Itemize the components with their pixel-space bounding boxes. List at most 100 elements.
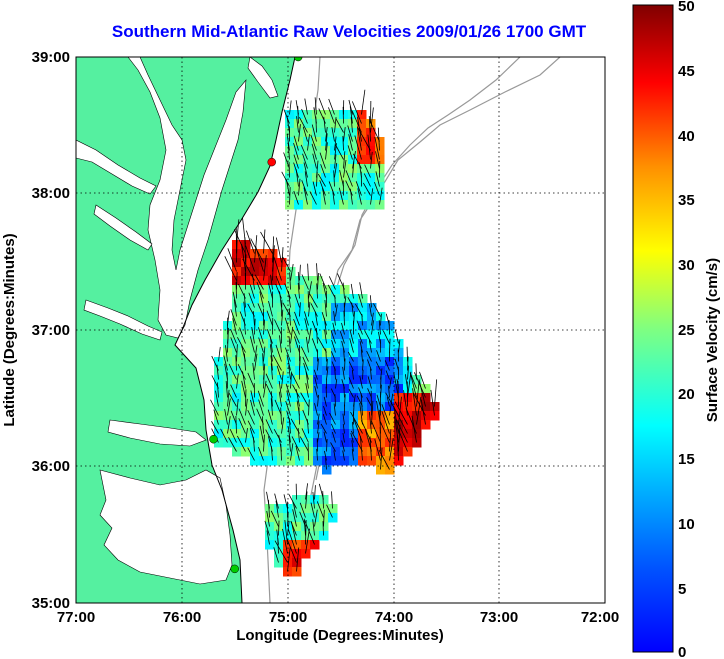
velocity-vector <box>369 436 372 461</box>
velocity-vector <box>359 341 363 353</box>
velocity-cell <box>394 429 404 439</box>
velocity-cell <box>268 303 278 313</box>
velocity-vector <box>317 337 327 353</box>
velocity-vector <box>291 372 300 389</box>
velocity-vector <box>300 392 309 407</box>
velocity-vector <box>342 413 345 425</box>
velocity-vector <box>385 370 390 380</box>
velocity-vector <box>304 520 315 545</box>
velocity-cell <box>358 303 368 313</box>
velocity-vector <box>284 317 291 335</box>
velocity-vector <box>297 428 300 443</box>
velocity-cell <box>375 182 385 192</box>
velocity-vector <box>276 365 282 380</box>
velocity-vector <box>290 264 294 281</box>
velocity-vector <box>312 153 317 169</box>
velocity-cell <box>349 375 359 385</box>
velocity-vector <box>348 361 354 371</box>
velocity-vector <box>232 291 237 308</box>
velocity-vector <box>370 188 374 205</box>
velocity-cell <box>286 276 296 286</box>
velocity-cell <box>310 540 320 550</box>
velocity-cell <box>277 285 287 295</box>
velocity-vector <box>259 425 264 443</box>
velocity-cell <box>283 522 293 532</box>
velocity-vector <box>262 353 264 371</box>
velocity-cell <box>340 366 350 376</box>
velocity-vector <box>343 384 345 398</box>
velocity-vector <box>338 187 344 205</box>
velocity-cell <box>339 164 349 174</box>
velocity-cell <box>310 531 320 541</box>
velocity-vector <box>317 272 319 290</box>
velocity-cell <box>292 531 302 541</box>
velocity-vector <box>314 509 318 527</box>
velocity-cell <box>285 110 295 120</box>
velocity-vector <box>318 97 326 115</box>
velocity-cell <box>322 285 332 295</box>
velocity-cell <box>385 375 395 385</box>
velocity-vector <box>291 436 300 452</box>
velocity-vector <box>382 330 390 344</box>
velocity-cell <box>241 447 251 457</box>
velocity-cell <box>310 495 320 505</box>
velocity-vector <box>407 371 412 398</box>
velocity-cell <box>367 438 377 448</box>
velocity-cell <box>375 137 385 147</box>
velocity-cell <box>321 137 331 147</box>
pamlico-sound <box>99 469 233 585</box>
velocity-vector <box>267 409 273 425</box>
velocity-cell <box>348 173 358 183</box>
velocity-cell <box>303 128 313 138</box>
velocity-cell <box>250 411 260 421</box>
velocity-cell <box>303 182 313 192</box>
velocity-cell <box>250 366 260 376</box>
velocity-vector <box>228 437 237 452</box>
velocity-vector <box>317 421 320 434</box>
velocity-cell <box>313 447 323 457</box>
velocity-cell <box>232 357 242 367</box>
colorbar <box>632 4 674 653</box>
velocity-vector <box>371 312 374 326</box>
velocity-cell <box>322 366 332 376</box>
velocity-cell <box>322 348 332 358</box>
velocity-vector <box>241 380 246 398</box>
velocity-vector <box>305 336 309 353</box>
velocity-vector <box>342 432 345 443</box>
velocity-vector <box>309 293 318 308</box>
velocity-cell <box>294 200 304 210</box>
velocity-cell <box>265 513 275 523</box>
velocity-cell <box>385 330 395 340</box>
velocity-vector <box>394 409 408 434</box>
velocity-vector <box>213 409 219 425</box>
velocity-cell <box>223 429 233 439</box>
velocity-cell <box>376 330 386 340</box>
velocity-vector <box>274 319 282 335</box>
velocity-cell <box>259 402 269 412</box>
velocity-vector <box>281 247 284 272</box>
velocity-vector <box>394 329 399 344</box>
velocity-vector <box>227 334 229 353</box>
velocity-vector <box>299 264 301 281</box>
velocity-vector <box>224 256 237 281</box>
velocity-cell <box>319 504 329 514</box>
velocity-cell <box>294 155 304 165</box>
velocity-vector <box>257 390 264 407</box>
velocity-cell <box>304 276 314 286</box>
velocity-vector <box>359 375 363 389</box>
velocity-cell <box>349 429 359 439</box>
velocity-cell <box>292 567 302 577</box>
velocity-vector <box>236 398 239 416</box>
velocity-vector <box>288 336 291 353</box>
velocity-vector <box>312 519 315 536</box>
velocity-vector <box>331 340 336 353</box>
velocity-cell <box>259 339 269 349</box>
velocity-cell <box>358 429 368 439</box>
velocity-cell <box>241 303 251 313</box>
velocity-cell <box>357 173 367 183</box>
velocity-cell <box>294 173 304 183</box>
velocity-vector <box>343 349 345 362</box>
velocity-vector <box>286 133 290 151</box>
colorbar-tick-label: 25 <box>678 322 695 339</box>
velocity-vector <box>293 318 300 335</box>
